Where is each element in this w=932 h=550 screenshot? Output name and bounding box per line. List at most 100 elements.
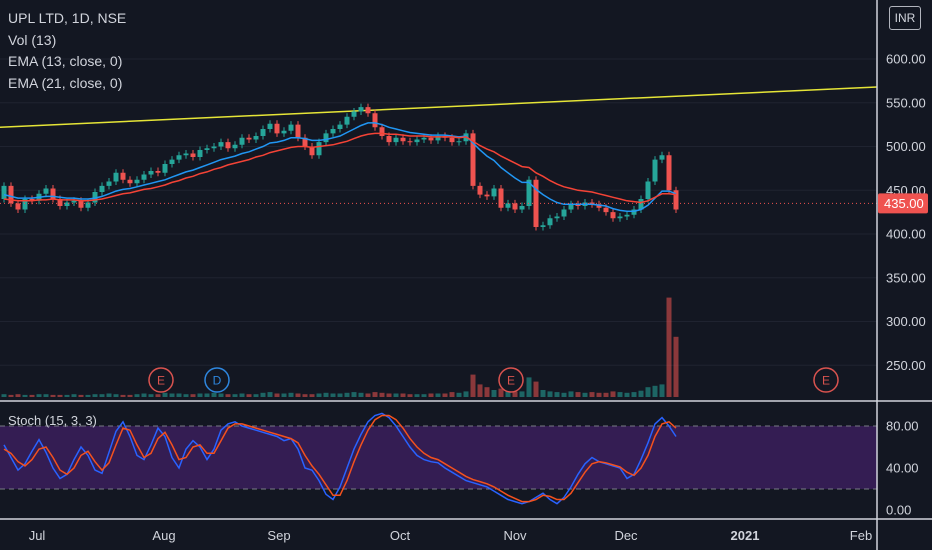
- candle-body: [120, 172, 126, 180]
- candle-body: [568, 204, 574, 210]
- volume-bar: [421, 394, 427, 397]
- volume-bar: [470, 374, 476, 397]
- volume-bar: [190, 394, 196, 397]
- price-tick-label: 550.00: [886, 95, 926, 110]
- candle-body: [99, 185, 105, 192]
- earnings-marker: [813, 367, 839, 393]
- volume-bar: [344, 392, 350, 397]
- volume-bar: [274, 393, 280, 397]
- stoch-band: [0, 426, 877, 489]
- dividend-marker: [204, 367, 230, 393]
- volume-bar: [323, 392, 329, 397]
- ema13-indicator-label[interactable]: EMA (13, close, 0): [8, 53, 123, 69]
- candle-body: [302, 137, 308, 147]
- volume-bar: [358, 392, 364, 397]
- volume-bar: [169, 393, 175, 397]
- volume-bar: [442, 393, 448, 397]
- time-tick-label: Feb: [850, 528, 872, 543]
- candle-body: [547, 218, 553, 226]
- candle-body: [470, 133, 476, 186]
- symbol-title[interactable]: UPL LTD, 1D, NSE: [8, 10, 127, 26]
- volume-bar: [239, 393, 245, 397]
- volume-bar: [57, 394, 63, 397]
- volume-bar: [547, 391, 553, 397]
- candle-body: [575, 204, 581, 206]
- volume-bar: [575, 392, 581, 397]
- candle-body: [246, 137, 252, 140]
- volume-bar: [134, 394, 140, 397]
- candle-body: [344, 116, 350, 125]
- volume-indicator-label[interactable]: Vol (13): [8, 31, 57, 48]
- volume-bar: [316, 393, 322, 397]
- candle-body: [365, 107, 371, 114]
- volume-bar: [554, 392, 560, 397]
- volume-bar: [638, 390, 644, 397]
- candle-body: [50, 188, 56, 199]
- price-tick-label: 300.00: [886, 314, 926, 329]
- time-tick-label: Nov: [503, 528, 527, 543]
- candle-body: [421, 137, 427, 140]
- volume-bar: [393, 393, 399, 397]
- candle-body: [561, 209, 567, 217]
- volume-bar: [218, 393, 224, 397]
- candle-body: [85, 202, 91, 208]
- volume-bar: [36, 394, 42, 397]
- volume-bar: [260, 392, 266, 397]
- volume-bar: [386, 393, 392, 397]
- candle-body: [316, 142, 322, 156]
- time-tick-label: Dec: [614, 528, 638, 543]
- time-tick-label: Sep: [267, 528, 290, 543]
- stoch-indicator-label[interactable]: Stoch (15, 3, 3): [8, 413, 97, 428]
- ema21-indicator-label[interactable]: EMA (21, close, 0): [8, 74, 123, 91]
- volume-bar: [1, 394, 7, 397]
- volume-bar: [85, 394, 91, 397]
- candle-body: [288, 124, 294, 131]
- candle-body: [211, 146, 217, 149]
- volume-bar: [337, 393, 343, 397]
- candle-body: [526, 179, 532, 206]
- candle-body: [197, 150, 203, 157]
- volume-bar: [176, 393, 182, 397]
- price-tick-label: 400.00: [886, 227, 926, 242]
- volume-bar: [400, 393, 406, 397]
- earnings-marker: [148, 367, 174, 393]
- candle-body: [554, 216, 560, 219]
- candle-body: [281, 130, 287, 134]
- volume-bar: [372, 392, 378, 397]
- volume-bar: [582, 392, 588, 397]
- stoch-tick-label: 40.00: [886, 461, 919, 476]
- volume-bar: [379, 392, 385, 397]
- candle-body: [141, 174, 147, 180]
- volume-bar: [631, 392, 637, 397]
- volume-bar: [204, 393, 210, 397]
- earnings-label: E: [157, 374, 165, 388]
- volume-bar: [197, 393, 203, 397]
- volume-bar: [561, 392, 567, 397]
- volume-bar: [232, 394, 238, 397]
- volume-bar: [365, 393, 371, 397]
- candle-body: [225, 142, 231, 149]
- volume-bar: [127, 394, 133, 397]
- candle-body: [127, 179, 133, 184]
- volume-bar: [414, 394, 420, 397]
- candle-body: [134, 179, 140, 184]
- volume-bar: [449, 392, 455, 397]
- candle-body: [183, 153, 189, 156]
- candle-body: [78, 200, 84, 208]
- candle-body: [435, 136, 441, 141]
- volume-bar: [29, 394, 35, 397]
- volume-bar: [211, 392, 217, 397]
- volume-bar: [183, 394, 189, 397]
- volume-bar: [596, 392, 602, 397]
- candle-body: [666, 155, 672, 191]
- candle-body: [617, 216, 623, 219]
- stoch-k-line: [3, 412, 677, 505]
- volume-bar: [155, 394, 161, 397]
- volume-bar: [666, 297, 672, 397]
- candle-body: [8, 185, 14, 204]
- currency-badge[interactable]: INR: [889, 6, 921, 30]
- candle-body: [92, 192, 98, 203]
- volume-bar: [64, 394, 70, 397]
